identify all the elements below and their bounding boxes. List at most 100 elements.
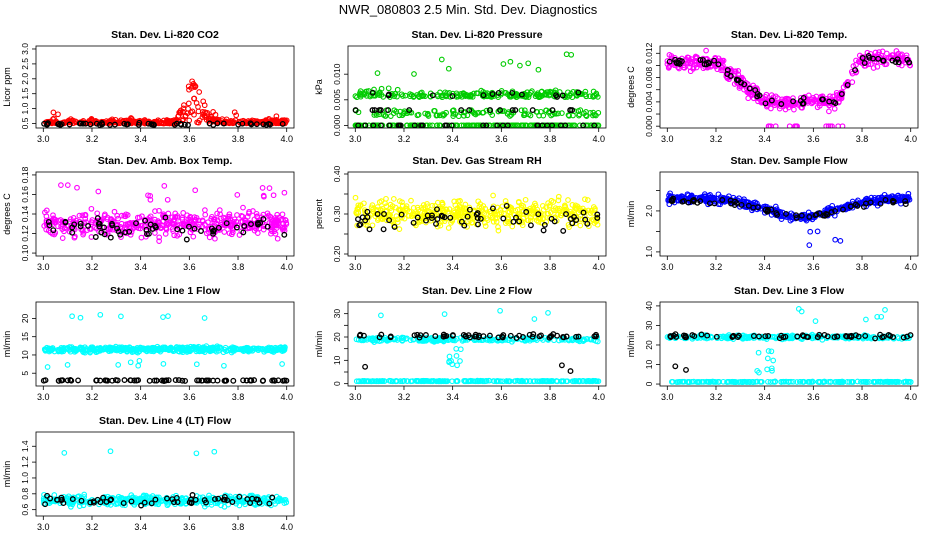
data-point — [877, 200, 884, 207]
data-point — [704, 378, 711, 385]
data-point — [381, 211, 387, 217]
y-tick-label: 0.000 — [332, 115, 342, 137]
data-point — [450, 107, 457, 114]
data-point — [183, 236, 190, 243]
data-point — [419, 93, 425, 100]
data-point — [146, 377, 153, 384]
data-point — [122, 229, 129, 236]
data-point — [240, 229, 247, 236]
data-point — [152, 224, 159, 231]
data-point — [590, 112, 596, 119]
data-point — [587, 336, 594, 343]
data-point — [594, 378, 600, 385]
series-all — [41, 311, 288, 370]
data-point — [432, 333, 439, 340]
data-point — [724, 67, 731, 74]
data-point — [480, 215, 486, 222]
data-point — [193, 100, 200, 106]
data-point — [266, 185, 273, 191]
data-point — [745, 202, 752, 209]
data-point — [517, 62, 523, 69]
x-tick-label: 3.0 — [661, 134, 674, 144]
data-point — [371, 378, 378, 385]
data-point — [174, 226, 181, 233]
data-point — [583, 93, 590, 100]
data-point — [95, 188, 102, 195]
data-point — [495, 227, 502, 234]
data-point — [176, 231, 183, 238]
data-point — [374, 211, 381, 217]
data-point — [762, 100, 769, 107]
data-point — [525, 60, 532, 67]
data-point — [404, 207, 411, 213]
x-tick-label: 3.8 — [856, 262, 869, 272]
data-point — [406, 107, 413, 114]
data-point — [213, 220, 220, 227]
data-point — [208, 225, 215, 232]
data-point — [902, 201, 909, 208]
data-point — [905, 379, 911, 385]
data-point — [387, 334, 394, 341]
data-point — [138, 234, 145, 241]
x-tick-label: 3.6 — [183, 134, 196, 144]
data-point — [582, 216, 589, 223]
data-point — [545, 200, 551, 206]
data-point — [591, 207, 598, 214]
data-point — [566, 112, 572, 119]
y-axis-label: ml/min — [626, 331, 636, 358]
data-point — [162, 214, 169, 221]
y-tick-label: 15 — [20, 332, 30, 342]
data-point — [186, 117, 193, 124]
data-point — [180, 220, 187, 227]
data-point — [752, 87, 759, 94]
data-point — [185, 100, 192, 107]
data-point — [477, 378, 484, 384]
y-tick-label: 0.16 — [20, 186, 30, 203]
data-point — [545, 310, 551, 316]
data-point — [145, 218, 151, 224]
y-tick-label: 0.5 — [20, 117, 30, 129]
data-point — [128, 224, 135, 230]
data-point — [378, 92, 385, 98]
data-point — [551, 218, 558, 225]
data-point — [878, 378, 884, 385]
data-point — [195, 343, 202, 350]
series-hourly — [41, 119, 286, 128]
data-point — [563, 51, 570, 58]
data-point — [164, 196, 171, 203]
data-point — [527, 112, 534, 119]
data-point — [480, 92, 487, 99]
data-point — [368, 378, 374, 385]
data-point — [174, 344, 180, 351]
data-point — [444, 209, 451, 215]
data-point — [806, 213, 813, 220]
data-point — [830, 99, 837, 106]
data-point — [518, 91, 525, 98]
data-point — [821, 331, 828, 338]
data-point — [893, 48, 900, 54]
data-point — [127, 359, 134, 366]
data-point — [408, 197, 414, 204]
data-point — [581, 337, 588, 343]
data-point — [666, 58, 673, 65]
data-point — [124, 221, 131, 227]
data-point — [374, 70, 381, 76]
data-point — [502, 220, 509, 226]
data-point — [159, 346, 165, 353]
series-hourly — [45, 214, 288, 243]
data-point — [827, 206, 834, 212]
data-point — [738, 79, 745, 86]
data-point — [200, 348, 206, 355]
data-point — [529, 107, 536, 114]
data-point — [852, 67, 859, 74]
data-point — [44, 121, 51, 128]
data-point — [77, 223, 84, 230]
plot-frame — [659, 301, 919, 387]
data-point — [189, 78, 195, 85]
data-point — [45, 218, 52, 225]
data-point — [42, 209, 48, 216]
x-tick-label: 3.8 — [856, 134, 869, 144]
data-point — [538, 210, 544, 217]
data-point — [458, 218, 465, 225]
